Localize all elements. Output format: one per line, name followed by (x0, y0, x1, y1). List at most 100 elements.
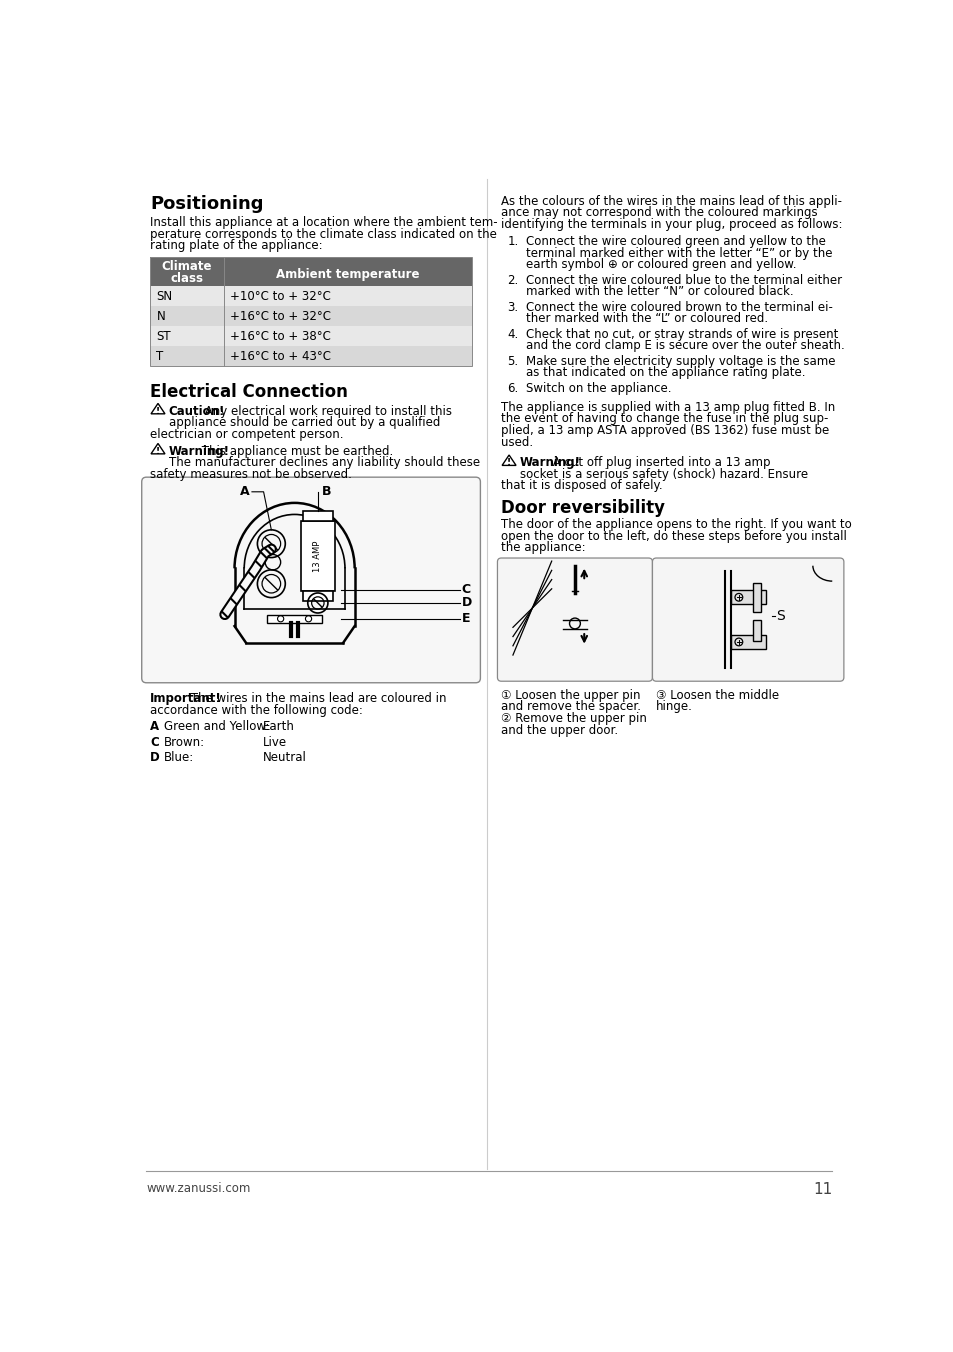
Text: open the door to the left, do these steps before you install: open the door to the left, do these step… (500, 530, 846, 542)
Text: Install this appliance at a location where the ambient tem-: Install this appliance at a location whe… (150, 216, 497, 228)
FancyBboxPatch shape (142, 477, 480, 683)
Bar (300, 521, 335, 591)
Text: 6.: 6. (507, 381, 518, 395)
Bar (303, 511, 333, 521)
Text: Warning!: Warning! (169, 445, 230, 458)
Text: The door of the appliance opens to the right. If you want to: The door of the appliance opens to the r… (500, 518, 851, 531)
Text: E: E (461, 612, 470, 625)
Text: 1.: 1. (507, 235, 518, 249)
Text: +16°C to + 38°C: +16°C to + 38°C (230, 330, 331, 343)
Text: the appliance:: the appliance: (500, 541, 585, 554)
Text: Connect the wire coloured green and yellow to the: Connect the wire coloured green and yell… (525, 235, 825, 249)
Text: ① Loosen the upper pin: ① Loosen the upper pin (500, 690, 640, 702)
Text: perature corresponds to the climate class indicated on the: perature corresponds to the climate clas… (150, 227, 497, 241)
Text: !: ! (155, 407, 160, 415)
Text: Brown:: Brown: (164, 735, 205, 749)
Text: !: ! (506, 458, 511, 468)
Text: ③ Loosen the middle: ③ Loosen the middle (656, 690, 779, 702)
Text: and the cord clamp E is secure over the outer sheath.: and the cord clamp E is secure over the … (525, 339, 844, 353)
Text: and remove the spacer.: and remove the spacer. (500, 700, 640, 714)
Text: The wires in the mains lead are coloured in: The wires in the mains lead are coloured… (187, 692, 447, 704)
Text: S: S (775, 608, 784, 623)
Text: This appliance must be earthed.: This appliance must be earthed. (198, 445, 394, 458)
Text: Live: Live (262, 735, 287, 749)
Text: C: C (150, 735, 159, 749)
Text: electrician or competent person.: electrician or competent person. (150, 427, 343, 441)
Bar (224, 257, 472, 287)
Text: +16°C to + 43°C: +16°C to + 43°C (230, 350, 331, 362)
Text: Positioning: Positioning (150, 195, 263, 212)
Text: Earth: Earth (262, 721, 294, 734)
Text: accordance with the following code:: accordance with the following code: (150, 703, 363, 717)
Text: A: A (150, 721, 159, 734)
Text: 4.: 4. (507, 327, 518, 341)
Text: The appliance is supplied with a 13 amp plug fitted B. In: The appliance is supplied with a 13 amp … (500, 402, 835, 414)
Text: B: B (321, 485, 331, 499)
Text: +16°C to + 32°C: +16°C to + 32°C (230, 310, 331, 323)
Bar (150, 346, 224, 366)
Text: Switch on the appliance.: Switch on the appliance. (525, 381, 671, 395)
Text: Door reversibility: Door reversibility (500, 499, 664, 516)
Text: hinge.: hinge. (656, 700, 693, 714)
Bar (730, 635, 765, 649)
Bar (150, 257, 472, 366)
Bar (150, 287, 224, 307)
Text: +10°C to + 32°C: +10°C to + 32°C (230, 289, 331, 303)
Text: ther marked with the “L” or coloured red.: ther marked with the “L” or coloured red… (525, 312, 767, 326)
Text: used.: used. (500, 435, 533, 449)
Text: ② Remove the upper pin: ② Remove the upper pin (500, 713, 646, 725)
Text: A cut off plug inserted into a 13 amp: A cut off plug inserted into a 13 amp (549, 457, 770, 469)
Text: C: C (461, 584, 471, 596)
Bar (150, 307, 224, 326)
Text: As the colours of the wires in the mains lead of this appli-: As the colours of the wires in the mains… (500, 195, 841, 208)
Text: Climate: Climate (162, 260, 213, 273)
Text: ST: ST (156, 330, 171, 343)
Text: Check that no cut, or stray strands of wire is present: Check that no cut, or stray strands of w… (525, 327, 838, 341)
Text: appliance should be carried out by a qualified: appliance should be carried out by a qua… (169, 416, 439, 430)
Bar (752, 583, 760, 612)
Text: plied, a 13 amp ASTA approved (BS 1362) fuse must be: plied, a 13 amp ASTA approved (BS 1362) … (500, 425, 829, 437)
Text: The manufacturer declines any liability should these: The manufacturer declines any liability … (169, 457, 479, 469)
Text: D: D (150, 752, 160, 764)
Text: Neutral: Neutral (262, 752, 306, 764)
Text: T: T (156, 350, 164, 362)
Text: that it is disposed of safely.: that it is disposed of safely. (500, 480, 662, 492)
Text: 11: 11 (812, 1182, 831, 1197)
Text: Caution!: Caution! (169, 404, 225, 418)
Bar (267, 615, 321, 623)
Text: Connect the wire coloured blue to the terminal either: Connect the wire coloured blue to the te… (525, 274, 841, 287)
Text: 3.: 3. (507, 301, 518, 314)
Text: as that indicated on the appliance rating plate.: as that indicated on the appliance ratin… (525, 366, 804, 380)
Bar (150, 326, 224, 346)
Text: www.zanussi.com: www.zanussi.com (146, 1182, 251, 1195)
Text: Blue:: Blue: (164, 752, 194, 764)
Bar (224, 346, 472, 366)
Text: rating plate of the appliance:: rating plate of the appliance: (150, 239, 322, 253)
Text: Green and Yellow:: Green and Yellow: (164, 721, 270, 734)
Text: 13 AMP: 13 AMP (313, 541, 322, 572)
Bar (752, 619, 760, 641)
Text: Warning!: Warning! (519, 457, 580, 469)
Text: the event of having to change the fuse in the plug sup-: the event of having to change the fuse i… (500, 412, 828, 426)
Bar (224, 326, 472, 346)
Bar (150, 257, 224, 287)
Text: Ambient temperature: Ambient temperature (275, 268, 419, 281)
Text: Important!: Important! (150, 692, 222, 704)
Text: !: ! (155, 446, 160, 456)
Text: SN: SN (156, 289, 172, 303)
Text: socket is a serious safety (shock) hazard. Ensure: socket is a serious safety (shock) hazar… (519, 468, 807, 481)
Text: Connect the wire coloured brown to the terminal ei-: Connect the wire coloured brown to the t… (525, 301, 832, 314)
Bar (224, 307, 472, 326)
Text: N: N (156, 310, 165, 323)
Text: Electrical Connection: Electrical Connection (150, 383, 348, 402)
Bar (303, 591, 333, 600)
Bar (224, 287, 472, 307)
FancyBboxPatch shape (497, 558, 652, 681)
Text: 2.: 2. (507, 274, 518, 287)
Text: safety measures not be observed.: safety measures not be observed. (150, 468, 352, 481)
Text: Any electrical work required to install this: Any electrical work required to install … (201, 404, 452, 418)
Bar (730, 591, 765, 604)
Text: ance may not correspond with the coloured markings: ance may not correspond with the coloure… (500, 206, 817, 219)
Text: earth symbol ⊕ or coloured green and yellow.: earth symbol ⊕ or coloured green and yel… (525, 258, 796, 272)
Text: terminal marked either with the letter “E” or by the: terminal marked either with the letter “… (525, 247, 832, 260)
